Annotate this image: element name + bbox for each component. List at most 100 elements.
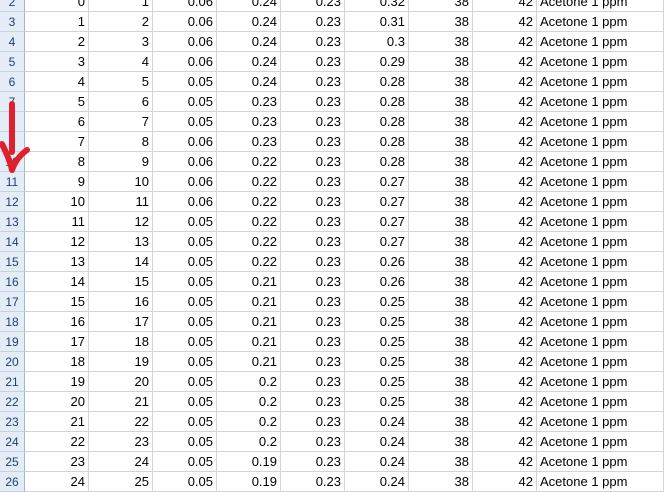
table-cell[interactable]: 19 — [89, 352, 153, 372]
table-cell[interactable]: 0.05 — [153, 112, 217, 132]
table-cell[interactable]: 17 — [25, 332, 89, 352]
row-header[interactable]: 6 — [0, 72, 25, 92]
table-cell[interactable]: 0.05 — [153, 252, 217, 272]
table-cell[interactable]: 42 — [473, 72, 537, 92]
table-cell[interactable]: Acetone 1 ppm — [537, 452, 664, 472]
table-cell[interactable]: 0.23 — [217, 92, 281, 112]
table-cell[interactable]: 0.24 — [217, 52, 281, 72]
table-cell[interactable]: 0.05 — [153, 72, 217, 92]
table-cell[interactable]: 0.05 — [153, 432, 217, 452]
table-cell[interactable]: 18 — [89, 332, 153, 352]
table-cell[interactable]: 0.05 — [153, 292, 217, 312]
table-cell[interactable]: 0.3 — [345, 32, 409, 52]
table-cell[interactable]: 42 — [473, 292, 537, 312]
table-cell[interactable]: 11 — [25, 212, 89, 232]
table-cell[interactable]: 0.23 — [281, 112, 345, 132]
table-cell[interactable]: 11 — [89, 192, 153, 212]
row-header[interactable]: 14 — [0, 232, 25, 252]
table-cell[interactable]: 38 — [409, 292, 473, 312]
table-cell[interactable]: Acetone 1 ppm — [537, 192, 664, 212]
table-cell[interactable]: 0.23 — [281, 312, 345, 332]
table-cell[interactable]: 38 — [409, 52, 473, 72]
table-cell[interactable]: 38 — [409, 432, 473, 452]
table-cell[interactable]: 0.24 — [345, 412, 409, 432]
table-cell[interactable]: 9 — [89, 152, 153, 172]
table-cell[interactable]: 42 — [473, 12, 537, 32]
table-cell[interactable]: 0 — [25, 0, 89, 12]
table-cell[interactable]: 7 — [89, 112, 153, 132]
table-cell[interactable]: 0.22 — [217, 232, 281, 252]
table-cell[interactable]: 15 — [25, 292, 89, 312]
table-cell[interactable]: 42 — [473, 32, 537, 52]
table-cell[interactable]: 0.05 — [153, 232, 217, 252]
table-cell[interactable]: 0.23 — [281, 352, 345, 372]
table-cell[interactable]: 0.23 — [281, 432, 345, 452]
table-cell[interactable]: Acetone 1 ppm — [537, 72, 664, 92]
table-cell[interactable]: 0.23 — [281, 152, 345, 172]
table-cell[interactable]: Acetone 1 ppm — [537, 0, 664, 12]
table-cell[interactable]: 0.23 — [281, 72, 345, 92]
table-cell[interactable]: 1 — [89, 0, 153, 12]
table-cell[interactable]: 0.24 — [345, 452, 409, 472]
table-cell[interactable]: 0.26 — [345, 252, 409, 272]
table-cell[interactable]: 0.23 — [281, 292, 345, 312]
table-cell[interactable]: 0.28 — [345, 132, 409, 152]
table-cell[interactable]: Acetone 1 ppm — [537, 212, 664, 232]
table-cell[interactable]: 0.19 — [217, 472, 281, 492]
table-cell[interactable]: 38 — [409, 112, 473, 132]
table-cell[interactable]: 0.28 — [345, 112, 409, 132]
table-cell[interactable]: 5 — [89, 72, 153, 92]
table-cell[interactable]: 0.21 — [217, 292, 281, 312]
table-cell[interactable]: 21 — [25, 412, 89, 432]
table-cell[interactable]: Acetone 1 ppm — [537, 332, 664, 352]
table-cell[interactable]: Acetone 1 ppm — [537, 412, 664, 432]
table-cell[interactable]: 0.23 — [281, 372, 345, 392]
table-cell[interactable]: 6 — [25, 112, 89, 132]
row-header[interactable]: 19 — [0, 332, 25, 352]
table-cell[interactable]: 16 — [25, 312, 89, 332]
table-cell[interactable]: 20 — [25, 392, 89, 412]
table-cell[interactable]: 0.06 — [153, 152, 217, 172]
table-cell[interactable]: Acetone 1 ppm — [537, 32, 664, 52]
table-cell[interactable]: 0.05 — [153, 452, 217, 472]
table-cell[interactable]: 0.05 — [153, 472, 217, 492]
table-cell[interactable]: 0.31 — [345, 12, 409, 32]
table-cell[interactable]: 0.2 — [217, 392, 281, 412]
table-cell[interactable]: 0.21 — [217, 332, 281, 352]
table-cell[interactable]: 38 — [409, 272, 473, 292]
table-cell[interactable]: 0.23 — [281, 232, 345, 252]
table-cell[interactable]: 42 — [473, 92, 537, 112]
table-cell[interactable]: 0.05 — [153, 212, 217, 232]
table-cell[interactable]: 0.06 — [153, 172, 217, 192]
table-cell[interactable]: 24 — [89, 452, 153, 472]
table-cell[interactable]: 0.25 — [345, 392, 409, 412]
row-header[interactable]: 20 — [0, 352, 25, 372]
row-header[interactable]: 26 — [0, 472, 25, 492]
table-cell[interactable]: 38 — [409, 192, 473, 212]
table-cell[interactable]: 0.25 — [345, 292, 409, 312]
table-cell[interactable]: 0.23 — [281, 92, 345, 112]
table-cell[interactable]: 0.05 — [153, 392, 217, 412]
table-cell[interactable]: 38 — [409, 212, 473, 232]
row-header[interactable]: 5 — [0, 52, 25, 72]
table-cell[interactable]: 38 — [409, 252, 473, 272]
table-cell[interactable]: 0.23 — [281, 192, 345, 212]
table-cell[interactable]: 0.22 — [217, 192, 281, 212]
table-cell[interactable]: Acetone 1 ppm — [537, 392, 664, 412]
table-cell[interactable]: 42 — [473, 312, 537, 332]
table-cell[interactable]: 0.27 — [345, 212, 409, 232]
row-header[interactable]: 3 — [0, 12, 25, 32]
table-cell[interactable]: 42 — [473, 412, 537, 432]
table-cell[interactable]: 0.06 — [153, 52, 217, 72]
table-cell[interactable]: 38 — [409, 132, 473, 152]
table-cell[interactable]: 38 — [409, 472, 473, 492]
table-cell[interactable]: 23 — [89, 432, 153, 452]
table-cell[interactable]: 0.23 — [217, 132, 281, 152]
table-cell[interactable]: 42 — [473, 352, 537, 372]
table-cell[interactable]: Acetone 1 ppm — [537, 352, 664, 372]
table-cell[interactable]: 16 — [89, 292, 153, 312]
table-cell[interactable]: 0.05 — [153, 352, 217, 372]
table-cell[interactable]: 14 — [25, 272, 89, 292]
table-cell[interactable]: 2 — [89, 12, 153, 32]
table-cell[interactable]: 38 — [409, 32, 473, 52]
